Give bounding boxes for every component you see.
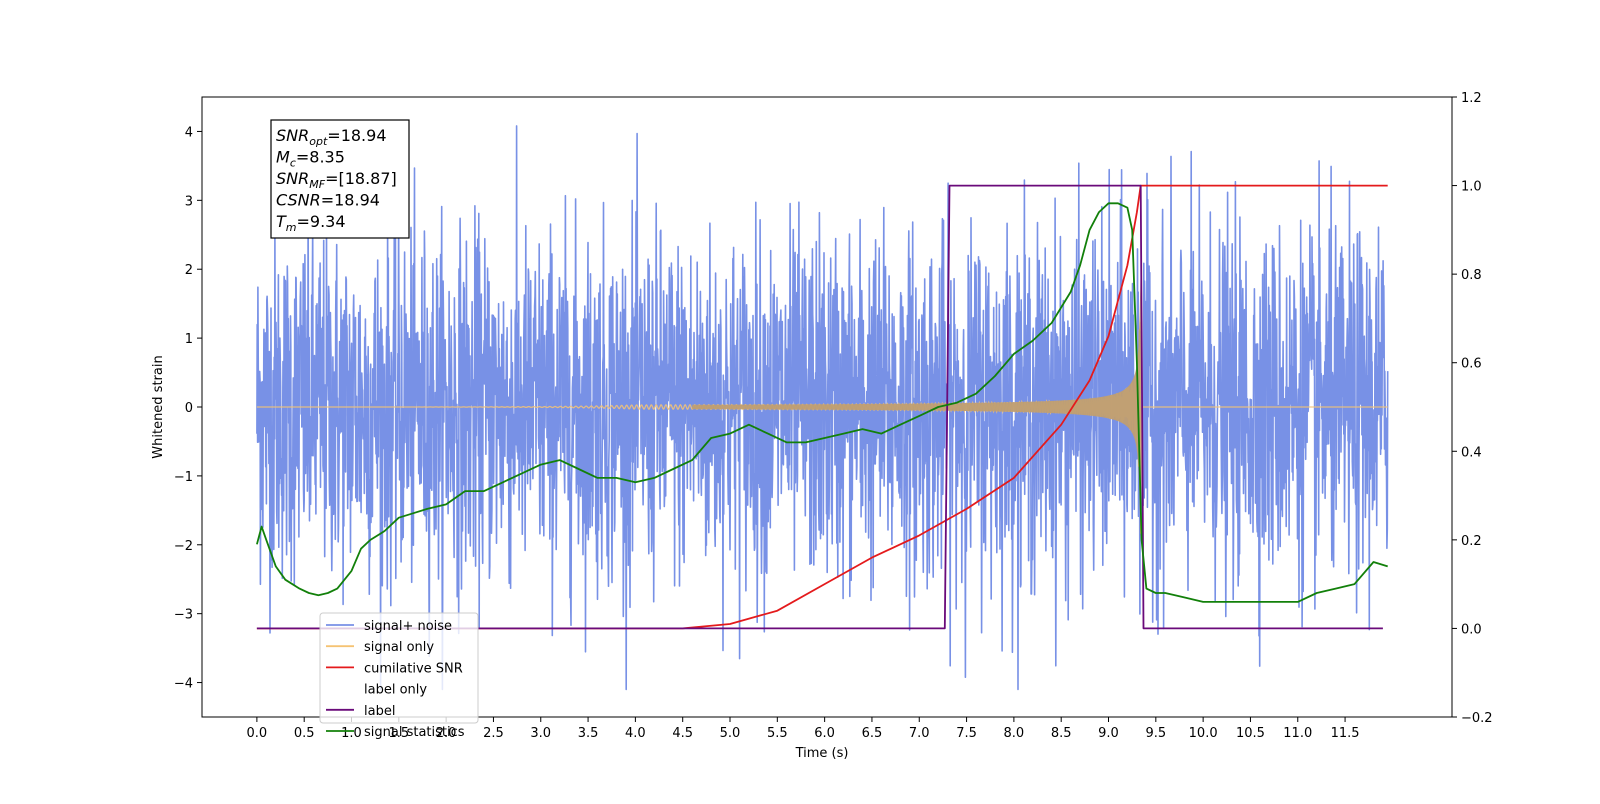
series-line-5 — [256, 202, 1388, 603]
info-symbol: CSNR — [276, 191, 321, 210]
x-tick-label-19: 9.5 — [1145, 726, 1166, 741]
info-subscript: opt — [309, 135, 328, 148]
info-box: SNRopt=18.94Mc=8.35SNRMF=[18.87]CSNR=18.… — [270, 119, 410, 239]
x-tick-label-3: 1.5 — [388, 726, 409, 741]
x-tick-label-12: 6.0 — [814, 726, 835, 741]
x-tick-label-20: 10.0 — [1189, 726, 1218, 741]
info-symbol: M — [276, 148, 290, 167]
legend-label-3: label only — [364, 683, 427, 698]
y-right-tick-label-5: 0.2 — [1461, 534, 1482, 549]
x-tick-label-2: 1.0 — [341, 726, 362, 741]
y-tick-label-0: 4 — [185, 125, 193, 140]
y-tick-label-7: −3 — [174, 608, 193, 623]
y-tick-label-1: 3 — [185, 194, 193, 209]
series-signal-only-envelope — [692, 269, 1141, 545]
x-tick-label-13: 6.5 — [862, 726, 883, 741]
x-tick-label-23: 11.5 — [1331, 726, 1360, 741]
legend-label-0: signal+ noise — [364, 619, 452, 634]
info-value: =18.94 — [321, 191, 380, 210]
series-line-4 — [256, 184, 1383, 630]
series-signal-noise — [256, 125, 1389, 691]
y-axis-label: Whitened strain — [151, 355, 166, 458]
x-tick-label-10: 5.0 — [720, 726, 741, 741]
info-line-0: SNRopt=18.94 — [276, 126, 387, 148]
x-tick-label-0: 0.0 — [247, 726, 268, 741]
info-value: =[18.87] — [325, 169, 397, 188]
y-right-tick-label-3: 0.6 — [1461, 357, 1482, 372]
x-tick-label-8: 4.0 — [625, 726, 646, 741]
x-tick-label-18: 9.0 — [1098, 726, 1119, 741]
x-tick-label-16: 8.0 — [1004, 726, 1025, 741]
series-layer — [256, 125, 1389, 691]
series-line-2 — [256, 184, 1388, 630]
y-right-tick-label-0: 1.2 — [1461, 91, 1482, 106]
x-tick-label-4: 2.0 — [436, 726, 457, 741]
x-tick-label-22: 11.0 — [1283, 726, 1312, 741]
info-symbol: SNR — [276, 126, 309, 145]
legend-label-4: label — [364, 704, 395, 719]
legend-frame — [319, 612, 479, 724]
legend-label-2: cumilative SNR — [364, 661, 463, 676]
legend: signal+ noise signal only cumilative SNR la… — [319, 612, 479, 740]
info-line-2: SNRMF=[18.87] — [276, 169, 397, 191]
info-line-3: CSNR=18.94 — [276, 191, 380, 210]
y-tick-label-6: −2 — [174, 539, 193, 554]
x-tick-label-11: 5.5 — [767, 726, 788, 741]
x-tick-label-17: 8.5 — [1051, 726, 1072, 741]
x-tick-label-6: 3.0 — [530, 726, 551, 741]
y-tick-label-5: −1 — [174, 470, 193, 485]
info-value: =8.35 — [296, 148, 345, 167]
y-right-tick-label-4: 0.4 — [1461, 445, 1482, 460]
y-right-tick-label-7: −0.2 — [1461, 711, 1493, 726]
y-tick-label-3: 1 — [185, 332, 193, 347]
y-right-tick-label-2: 0.8 — [1461, 268, 1482, 283]
info-subscript: m — [286, 221, 297, 234]
legend-label-5: signal statistics — [364, 725, 465, 740]
y-right-tick-label-6: 0.0 — [1461, 622, 1482, 637]
info-symbol: T — [276, 212, 287, 231]
y-tick-label-2: 2 — [185, 263, 193, 278]
legend-label-1: signal only — [364, 640, 434, 655]
axes-layer: 0.0 0.5 1.0 1.5 2.0 2.5 3.0 3.5 4.0 4.5 5.0 5.5 6.0 6… — [174, 91, 1493, 741]
x-axis-label: Time (s) — [795, 746, 849, 761]
info-box-frame — [270, 119, 410, 239]
x-tick-label-14: 7.0 — [909, 726, 930, 741]
y-right-tick-label-1: 1.0 — [1461, 180, 1482, 195]
info-value: =9.34 — [297, 212, 346, 231]
info-subscript: c — [290, 157, 296, 170]
x-tick-label-15: 7.5 — [956, 726, 977, 741]
info-line-1: Mc=8.35 — [276, 148, 345, 170]
info-line-4: Tm=9.34 — [276, 212, 346, 234]
y-tick-label-4: 0 — [185, 401, 193, 416]
x-tick-label-21: 10.5 — [1236, 726, 1265, 741]
x-tick-label-7: 3.5 — [578, 726, 599, 741]
x-tick-label-9: 4.5 — [672, 726, 693, 741]
x-tick-label-5: 2.5 — [483, 726, 504, 741]
info-symbol: SNR — [276, 169, 309, 188]
info-subscript: MF — [309, 178, 325, 191]
info-value: =18.94 — [327, 126, 386, 145]
x-tick-label-1: 0.5 — [294, 726, 315, 741]
y-tick-label-8: −4 — [174, 677, 193, 692]
